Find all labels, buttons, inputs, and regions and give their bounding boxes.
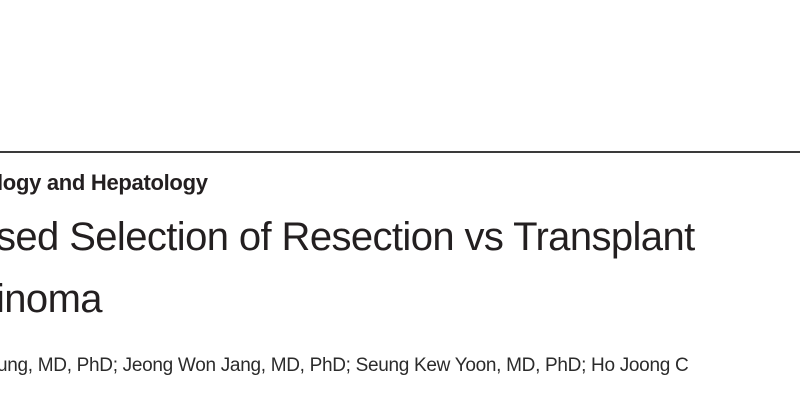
author-list: ung, MD, PhD; Jeong Won Jang, MD, PhD; S… xyxy=(0,355,689,376)
header-rule xyxy=(0,151,800,153)
title-line: inoma xyxy=(0,277,103,321)
title-line: sed Selection of Resection vs Transplant xyxy=(0,215,695,259)
article-title: sed Selection of Resection vs Transplant… xyxy=(0,206,695,330)
section-label: logy and Hepatology xyxy=(0,170,208,195)
